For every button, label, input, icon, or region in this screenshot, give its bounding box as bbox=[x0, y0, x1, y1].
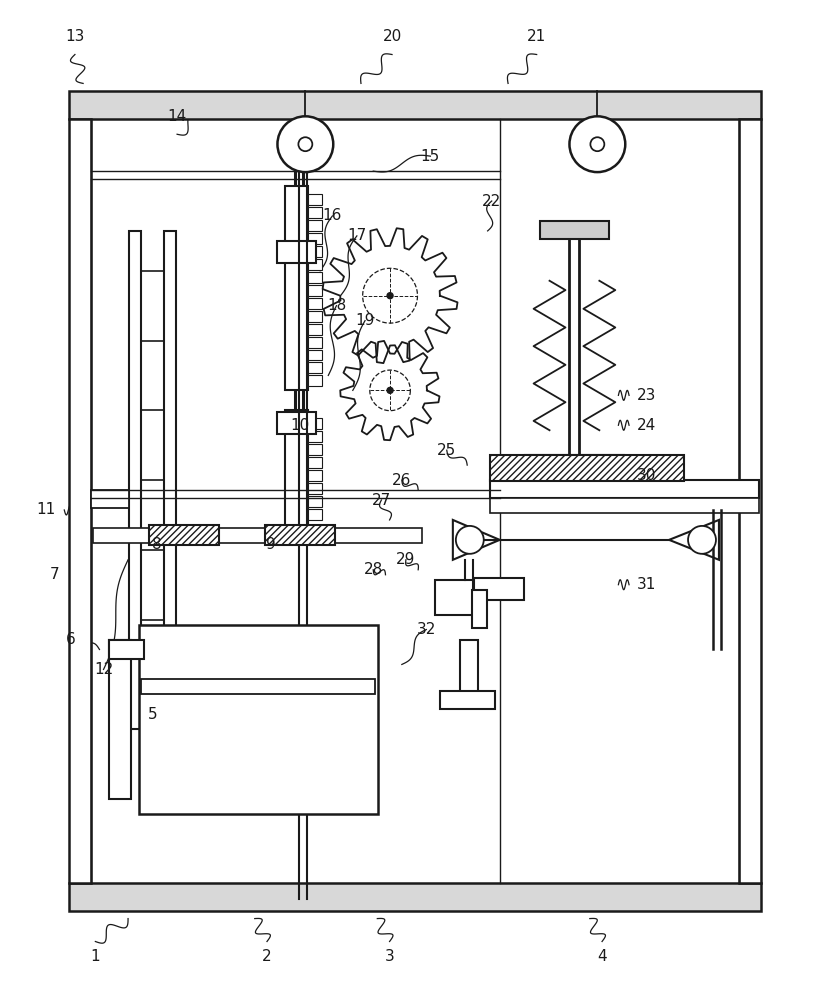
Text: 2: 2 bbox=[262, 949, 271, 964]
Bar bbox=[308, 509, 322, 520]
Text: 14: 14 bbox=[167, 109, 187, 124]
Bar bbox=[149, 525, 219, 545]
Bar bbox=[277, 241, 316, 263]
Bar bbox=[308, 483, 322, 494]
Text: 25: 25 bbox=[437, 443, 456, 458]
Text: 11: 11 bbox=[37, 502, 56, 517]
Text: 5: 5 bbox=[147, 707, 157, 722]
Bar bbox=[434, 580, 473, 615]
Circle shape bbox=[277, 116, 333, 172]
Text: 24: 24 bbox=[636, 418, 656, 433]
Bar bbox=[93, 528, 422, 543]
Text: 18: 18 bbox=[327, 298, 346, 313]
Circle shape bbox=[387, 387, 392, 393]
Bar bbox=[69, 883, 760, 911]
Bar bbox=[308, 337, 322, 348]
Bar bbox=[308, 324, 322, 335]
Bar bbox=[308, 470, 322, 481]
Text: 20: 20 bbox=[382, 29, 401, 44]
Bar bbox=[91, 490, 129, 508]
Bar bbox=[285, 410, 308, 530]
Bar bbox=[109, 640, 143, 659]
Text: 9: 9 bbox=[266, 537, 276, 552]
Text: 19: 19 bbox=[355, 313, 374, 328]
Bar bbox=[138, 625, 378, 814]
Text: 16: 16 bbox=[323, 208, 342, 223]
Bar bbox=[738, 119, 760, 883]
Circle shape bbox=[568, 116, 625, 172]
Text: 29: 29 bbox=[396, 552, 415, 567]
Bar bbox=[308, 233, 322, 244]
Bar bbox=[539, 221, 609, 239]
Text: 28: 28 bbox=[363, 562, 382, 577]
Bar bbox=[308, 311, 322, 322]
Text: 10: 10 bbox=[290, 418, 309, 433]
Circle shape bbox=[455, 526, 483, 554]
Bar bbox=[308, 194, 322, 205]
Bar bbox=[308, 285, 322, 296]
Bar bbox=[141, 679, 374, 694]
Bar bbox=[164, 231, 175, 729]
Text: 31: 31 bbox=[636, 577, 656, 592]
Text: 32: 32 bbox=[416, 622, 436, 637]
Text: 13: 13 bbox=[66, 29, 84, 44]
Bar bbox=[308, 418, 322, 429]
Bar bbox=[308, 350, 322, 360]
Bar bbox=[308, 298, 322, 309]
Bar bbox=[69, 91, 760, 119]
Text: 12: 12 bbox=[94, 662, 113, 677]
Circle shape bbox=[590, 137, 604, 151]
Circle shape bbox=[387, 293, 392, 299]
Bar bbox=[308, 496, 322, 507]
Text: 7: 7 bbox=[50, 567, 59, 582]
Text: 1: 1 bbox=[90, 949, 100, 964]
Bar bbox=[473, 578, 523, 600]
Bar bbox=[109, 640, 131, 799]
Bar bbox=[308, 246, 322, 257]
Bar bbox=[308, 431, 322, 442]
Text: 4: 4 bbox=[596, 949, 606, 964]
Bar bbox=[308, 220, 322, 231]
Text: 21: 21 bbox=[527, 29, 545, 44]
Text: 23: 23 bbox=[636, 388, 656, 403]
Bar bbox=[308, 272, 322, 283]
Bar bbox=[69, 119, 91, 883]
Bar bbox=[308, 375, 322, 386]
Bar bbox=[308, 457, 322, 468]
Text: 27: 27 bbox=[371, 493, 391, 508]
Bar bbox=[489, 498, 758, 513]
Text: 26: 26 bbox=[391, 473, 411, 488]
Bar bbox=[308, 207, 322, 218]
Bar bbox=[308, 444, 322, 455]
Bar bbox=[459, 640, 477, 694]
Bar bbox=[439, 691, 494, 709]
Bar bbox=[524, 455, 623, 475]
Text: 3: 3 bbox=[384, 949, 394, 964]
Circle shape bbox=[298, 137, 312, 151]
Bar bbox=[308, 259, 322, 270]
Bar bbox=[129, 231, 141, 729]
Bar bbox=[308, 362, 322, 373]
Text: 6: 6 bbox=[66, 632, 75, 647]
Text: 17: 17 bbox=[346, 228, 366, 243]
Text: 8: 8 bbox=[152, 537, 161, 552]
Bar bbox=[277, 412, 316, 434]
Bar bbox=[489, 455, 683, 481]
Bar bbox=[471, 590, 486, 628]
Text: 30: 30 bbox=[636, 468, 656, 483]
Circle shape bbox=[687, 526, 715, 554]
Bar bbox=[285, 186, 308, 390]
Text: 22: 22 bbox=[482, 194, 500, 209]
Bar bbox=[489, 480, 758, 498]
Text: 15: 15 bbox=[420, 149, 440, 164]
Bar bbox=[265, 525, 335, 545]
